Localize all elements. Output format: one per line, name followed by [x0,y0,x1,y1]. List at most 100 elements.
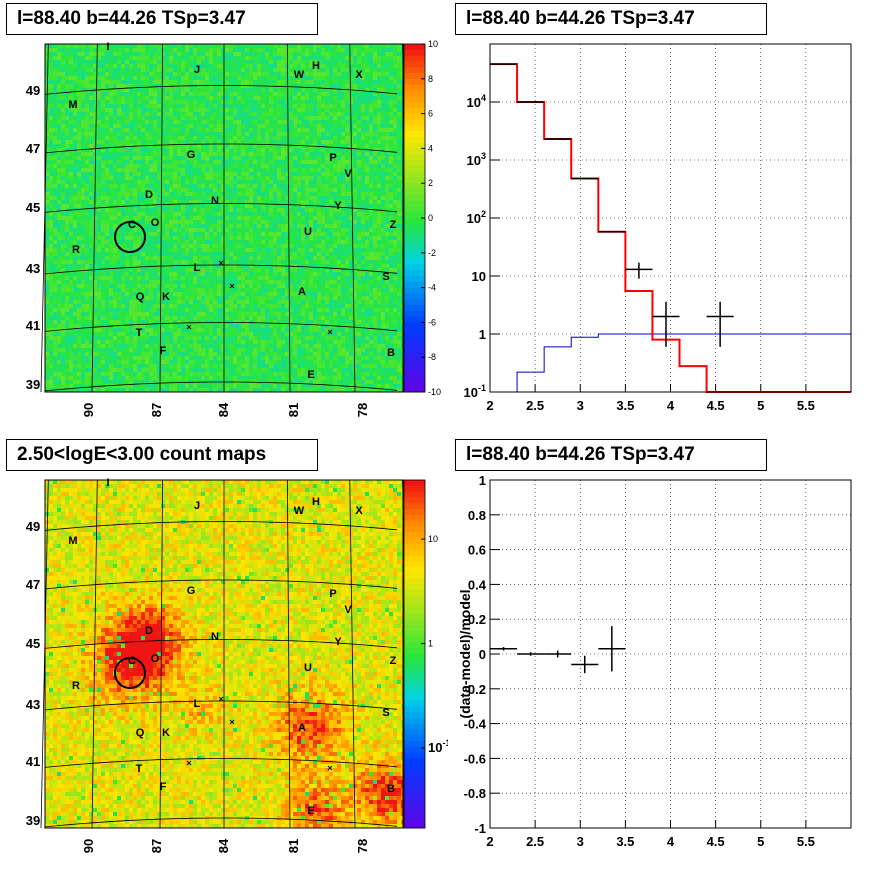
map-pixel [241,112,245,116]
map-pixel [225,248,229,252]
map-pixel [385,260,389,264]
map-pixel [225,88,229,92]
map-pixel [97,200,101,204]
map-pixel [185,176,189,180]
map-pixel [361,88,365,92]
map-pixel [389,184,393,188]
map-pixel [89,128,93,132]
map-pixel [145,120,149,124]
map-pixel [385,176,389,180]
map-pixel [257,140,261,144]
map-pixel [249,180,253,184]
map-pixel [105,160,109,164]
map-pixel [85,248,89,252]
map-pixel [329,248,333,252]
map-pixel [297,104,301,108]
map-pixel [197,256,201,260]
map-pixel [325,60,329,64]
map-pixel [289,232,293,236]
map-pixel [285,252,289,256]
map-pixel [373,180,377,184]
map-pixel [321,136,325,140]
map-pixel [225,208,229,212]
map-pixel [125,208,129,212]
map-pixel [265,168,269,172]
map-pixel [105,240,109,244]
map-pixel [229,80,233,84]
map-pixel [265,56,269,60]
map-pixel [193,44,197,48]
map-pixel [125,88,129,92]
map-pixel [249,208,253,212]
map-pixel [353,240,357,244]
map-pixel [353,260,357,264]
map-pixel [225,124,229,128]
map-pixel [117,260,121,264]
map-pixel [265,156,269,160]
map-pixel [265,180,269,184]
map-pixel [257,244,261,248]
map-pixel [181,172,185,176]
map-pixel [373,100,377,104]
map-pixel [121,128,125,132]
map-pixel [153,244,157,248]
map-pixel [249,72,253,76]
map-pixel [133,128,137,132]
map-pixel [381,192,385,196]
map-pixel [293,48,297,52]
map-pixel [185,232,189,236]
map-pixel [205,184,209,188]
map-pixel [397,240,401,244]
map-pixel [165,164,169,168]
map-pixel [117,64,121,68]
map-pixel [53,76,57,80]
map-pixel [169,148,173,152]
map-pixel [233,80,237,84]
map-pixel [389,224,393,228]
map-pixel [77,228,81,232]
map-pixel [301,196,305,200]
map-pixel [245,192,249,196]
map-pixel [373,160,377,164]
map-pixel [297,56,301,60]
map-pixel [333,236,337,240]
map-pixel [233,100,237,104]
map-pixel [49,148,53,152]
map-pixel [65,128,69,132]
map-pixel [145,200,149,204]
map-pixel [333,120,337,124]
map-pixel [301,260,305,264]
map-pixel [381,164,385,168]
map-pixel [233,72,237,76]
map-pixel [213,164,217,168]
map-pixel [257,120,261,124]
map-pixel [349,72,353,76]
map-pixel [273,56,277,60]
map-pixel [101,148,105,152]
map-pixel [309,256,313,260]
map-pixel [177,204,181,208]
map-pixel [225,244,229,248]
map-pixel [137,108,141,112]
map-pixel [393,64,397,68]
map-pixel [201,64,205,68]
map-pixel [77,244,81,248]
map-pixel [197,260,201,264]
map-pixel [201,208,205,212]
map-pixel [269,64,273,68]
map-pixel [309,216,313,220]
map-pixel [249,200,253,204]
map-pixel [205,124,209,128]
map-pixel [293,120,297,124]
map-pixel [153,100,157,104]
map-pixel [265,216,269,220]
map-pixel [369,224,373,228]
map-pixel [49,216,53,220]
map-pixel [313,68,317,72]
map-pixel [45,152,49,156]
map-pixel [249,176,253,180]
map-pixel [141,56,145,60]
map-pixel [253,180,257,184]
map-pixel [185,44,189,48]
map-pixel [69,144,73,148]
